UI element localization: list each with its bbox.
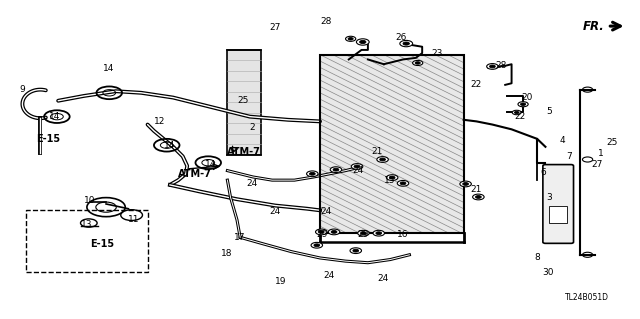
- Bar: [320, 55, 464, 233]
- Text: 11: 11: [129, 215, 140, 224]
- Circle shape: [400, 41, 413, 47]
- Circle shape: [512, 110, 521, 115]
- Text: ATM-7: ATM-7: [178, 169, 212, 179]
- Text: 21: 21: [470, 185, 481, 194]
- Text: E-15: E-15: [36, 134, 60, 144]
- Circle shape: [358, 230, 369, 236]
- Text: 12: 12: [154, 117, 165, 126]
- Circle shape: [490, 65, 495, 68]
- Text: 22: 22: [470, 80, 481, 89]
- Circle shape: [331, 231, 337, 233]
- Text: 27: 27: [269, 23, 280, 32]
- Circle shape: [377, 157, 388, 162]
- Text: 6: 6: [540, 168, 546, 177]
- Circle shape: [486, 63, 498, 69]
- Text: 24: 24: [320, 207, 332, 216]
- Circle shape: [380, 158, 385, 161]
- Circle shape: [307, 171, 318, 177]
- Text: 7: 7: [566, 152, 572, 161]
- Circle shape: [518, 102, 528, 107]
- Circle shape: [360, 232, 366, 234]
- Text: 25: 25: [606, 137, 618, 146]
- Circle shape: [460, 181, 471, 187]
- Text: 5: 5: [547, 108, 552, 116]
- Text: 10: 10: [84, 196, 95, 205]
- Text: 19: 19: [275, 277, 287, 286]
- Text: 24: 24: [246, 179, 258, 188]
- Text: 22: 22: [515, 112, 526, 121]
- Text: 24: 24: [269, 207, 280, 216]
- Text: E-15: E-15: [90, 239, 114, 249]
- Circle shape: [360, 41, 366, 44]
- Text: 14: 14: [103, 64, 115, 73]
- Bar: [549, 205, 567, 223]
- Text: 3: 3: [547, 193, 552, 202]
- Text: 17: 17: [234, 233, 245, 242]
- Circle shape: [353, 249, 358, 252]
- Circle shape: [472, 194, 484, 200]
- Text: 14: 14: [49, 112, 60, 121]
- Text: 13: 13: [81, 220, 92, 229]
- Text: 24: 24: [323, 271, 335, 280]
- Bar: [26, 210, 148, 272]
- Text: 29: 29: [317, 230, 328, 239]
- Circle shape: [333, 168, 339, 171]
- Circle shape: [346, 36, 356, 41]
- FancyBboxPatch shape: [543, 165, 573, 243]
- Text: 30: 30: [542, 268, 554, 277]
- Text: 18: 18: [221, 249, 232, 258]
- Text: 21: 21: [371, 147, 383, 156]
- Text: 24: 24: [352, 166, 363, 175]
- Text: FR.: FR.: [582, 19, 604, 33]
- Text: 23: 23: [432, 48, 443, 58]
- Text: TL24B051D: TL24B051D: [565, 293, 609, 302]
- Text: 26: 26: [396, 33, 407, 42]
- Circle shape: [356, 39, 369, 45]
- Circle shape: [400, 182, 406, 185]
- Text: 25: 25: [237, 96, 248, 105]
- Circle shape: [311, 242, 323, 248]
- Circle shape: [397, 181, 409, 186]
- Circle shape: [348, 38, 353, 40]
- Text: 4: 4: [559, 136, 565, 145]
- Circle shape: [310, 172, 316, 175]
- Circle shape: [463, 182, 468, 185]
- Circle shape: [314, 244, 320, 247]
- Circle shape: [373, 230, 385, 236]
- Text: 14: 14: [164, 141, 175, 150]
- Text: 8: 8: [534, 254, 540, 263]
- Text: 28: 28: [495, 61, 507, 70]
- Bar: [227, 50, 260, 155]
- Text: 2: 2: [250, 123, 255, 132]
- Text: ATM-7: ATM-7: [227, 146, 261, 157]
- Circle shape: [319, 231, 324, 233]
- Text: 16: 16: [397, 230, 408, 239]
- Circle shape: [515, 111, 519, 114]
- Circle shape: [328, 229, 340, 235]
- Text: 15: 15: [384, 176, 396, 185]
- Text: 27: 27: [591, 160, 603, 169]
- Text: 28: 28: [320, 17, 332, 26]
- Text: 14: 14: [205, 160, 216, 169]
- Circle shape: [350, 248, 362, 254]
- Bar: [320, 55, 464, 233]
- Circle shape: [389, 176, 395, 179]
- Circle shape: [351, 164, 363, 169]
- Text: 24: 24: [378, 274, 388, 283]
- Circle shape: [415, 62, 420, 64]
- Circle shape: [387, 175, 398, 181]
- Text: 20: 20: [521, 93, 532, 102]
- Text: 29: 29: [357, 230, 369, 239]
- Circle shape: [476, 196, 481, 198]
- Circle shape: [403, 42, 410, 45]
- Text: 9: 9: [20, 85, 26, 94]
- Text: 1: 1: [598, 149, 604, 158]
- Circle shape: [316, 229, 327, 235]
- Circle shape: [520, 103, 525, 106]
- Circle shape: [354, 165, 360, 168]
- Circle shape: [330, 167, 342, 173]
- Circle shape: [413, 60, 423, 65]
- Circle shape: [376, 232, 381, 234]
